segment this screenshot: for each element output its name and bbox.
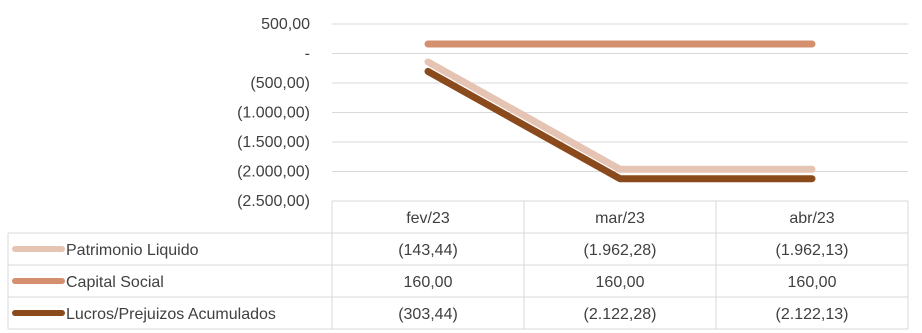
- data-label: (2.122,28): [584, 306, 657, 323]
- y-tick-label: 500,00: [261, 16, 310, 33]
- data-label: (2.122,13): [776, 306, 849, 323]
- y-tick-label: -: [305, 46, 310, 63]
- data-table: fev/23 mar/23 abr/23 Patrimonio Liquido (143…: [7, 200, 909, 330]
- y-axis: 500,00 - (500,00) (1.000,00) (1.500,00) (2.00…: [237, 16, 310, 210]
- data-label: 160,00: [596, 274, 645, 291]
- legend-label: Capital Social: [66, 274, 164, 291]
- x-tick-label: mar/23: [595, 210, 645, 227]
- series-line-2: [424, 67, 816, 183]
- y-tick-label: (2.500,00): [237, 193, 310, 210]
- legend-label: Lucros/Prejuizos Acumulados: [66, 306, 276, 323]
- series-lines: [424, 40, 816, 183]
- data-label: (303,44): [398, 306, 458, 323]
- y-tick-label: (1.000,00): [237, 105, 310, 122]
- legend-label: Patrimonio Liquido: [66, 242, 199, 259]
- y-tick-label: (1.500,00): [237, 134, 310, 151]
- data-label: (1.962,28): [584, 242, 657, 259]
- series-line-0: [424, 58, 816, 173]
- y-tick-label: (2.000,00): [237, 164, 310, 181]
- data-label: (143,44): [398, 242, 458, 259]
- data-label: (1.962,13): [776, 242, 849, 259]
- gridlines: [332, 23, 908, 202]
- y-tick-label: (500,00): [250, 75, 310, 92]
- data-label: 160,00: [788, 274, 837, 291]
- data-label: 160,00: [404, 274, 453, 291]
- x-tick-label: abr/23: [789, 210, 834, 227]
- x-tick-label: fev/23: [406, 210, 450, 227]
